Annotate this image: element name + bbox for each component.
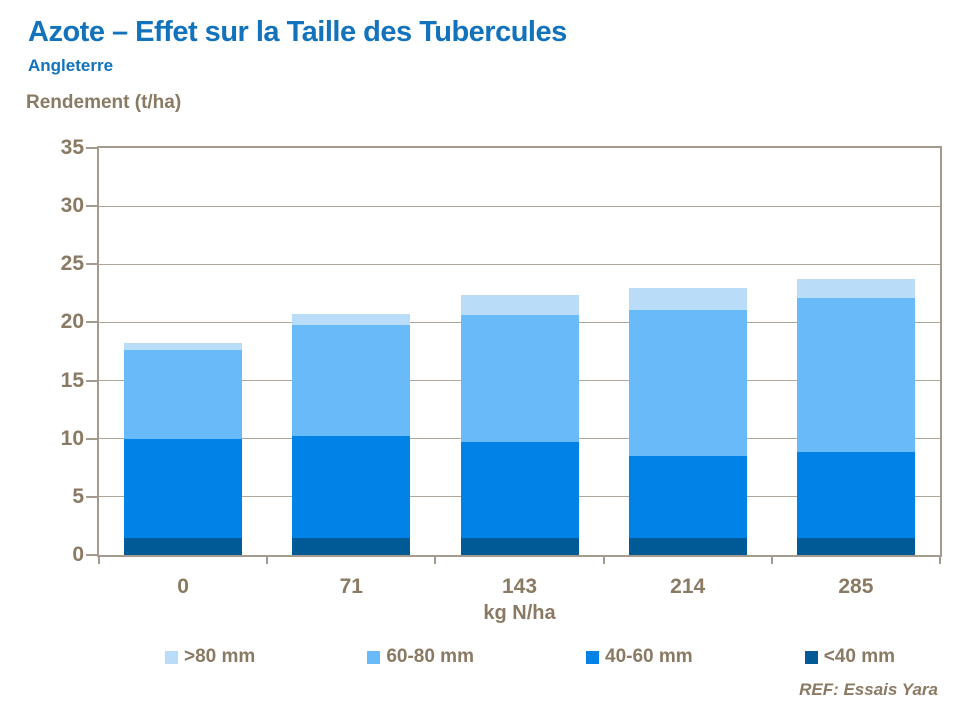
legend: >80 mm 60-80 mm 40-60 mm <40 mm: [165, 646, 895, 668]
y-tick-label: 25: [60, 252, 84, 276]
bar-0: [124, 343, 243, 555]
x-axis-tick: [434, 557, 437, 564]
legend-item: >80 mm: [165, 646, 255, 668]
y-tick-label: 30: [60, 194, 84, 218]
legend-label: 60-80 mm: [386, 646, 474, 667]
page-title: Azote – Effet sur la Taille des Tubercul…: [28, 16, 567, 48]
y-axis-tick: [86, 379, 97, 382]
bar-segment-60-80-mm: [292, 324, 411, 437]
bar-segment-40-60-mm: [460, 442, 579, 538]
legend-label: >80 mm: [184, 646, 256, 667]
x-axis-tick: [602, 557, 605, 564]
y-tick-label: 20: [60, 310, 84, 334]
bar-segment--40-mm: [460, 537, 579, 555]
legend-swatch: [367, 650, 381, 664]
bar-segment--80-mm: [124, 343, 243, 351]
gridline: [99, 263, 940, 265]
x-tick-label: 0: [177, 575, 189, 598]
x-axis-tick: [939, 557, 941, 564]
bar-segment-40-60-mm: [292, 436, 411, 538]
bar-143: [460, 294, 579, 555]
legend-swatch: [165, 650, 178, 664]
y-axis-tick: [86, 437, 97, 440]
legend-label: 40-60 mm: [605, 646, 693, 667]
y-axis-tick: [86, 147, 97, 149]
y-tick-label: 15: [60, 368, 84, 392]
x-axis-tick: [98, 557, 100, 564]
y-axis-tick: [86, 554, 97, 556]
plot-area: [97, 146, 942, 557]
x-tick-label: 143: [501, 575, 538, 598]
legend-item: <40 mm: [804, 646, 895, 668]
x-tick-label: 71: [339, 575, 363, 598]
bar-segment--40-mm: [628, 537, 747, 555]
bar-segment-60-80-mm: [460, 315, 579, 443]
bar-segment--80-mm: [796, 279, 915, 299]
bar-214: [628, 287, 747, 555]
y-axis-tick: [86, 495, 97, 498]
bar-segment-40-60-mm: [628, 456, 747, 538]
x-tick-label: 285: [838, 575, 874, 598]
bar-285: [796, 279, 915, 555]
bar-segment--40-mm: [124, 537, 243, 555]
bar-segment-40-60-mm: [124, 438, 243, 538]
page-subtitle: Angleterre: [28, 56, 114, 75]
legend-item: 60-80 mm: [367, 646, 474, 668]
y-tick-label: 5: [72, 484, 84, 508]
y-tick-label: 35: [60, 136, 84, 159]
bar-segment--40-mm: [292, 537, 411, 555]
bar-segment-60-80-mm: [124, 350, 243, 439]
y-axis-title: Rendement (t/ha): [26, 92, 182, 113]
x-tick-label: 214: [670, 575, 706, 598]
legend-swatch: [586, 650, 599, 664]
bar-segment--80-mm: [628, 287, 747, 310]
legend-swatch: [804, 650, 818, 664]
bar-segment-40-60-mm: [796, 451, 915, 538]
bar-segment--40-mm: [796, 537, 915, 555]
bar-71: [292, 314, 411, 555]
y-tick-label: 10: [60, 426, 84, 450]
bar-segment--80-mm: [292, 314, 411, 325]
gridline: [99, 205, 940, 207]
y-axis-tick: [86, 263, 97, 266]
y-axis-tick: [86, 321, 97, 324]
legend-item: 40-60 mm: [586, 646, 693, 668]
bar-segment--80-mm: [460, 294, 579, 316]
y-tick-label: 0: [72, 543, 84, 566]
reference-note: REF: Essais Yara: [799, 680, 938, 699]
legend-label: <40 mm: [823, 646, 895, 667]
x-axis-tick: [770, 557, 773, 564]
bar-segment-60-80-mm: [796, 298, 915, 452]
x-axis-tick: [266, 557, 269, 564]
y-axis-tick: [86, 205, 97, 208]
bar-segment-60-80-mm: [628, 309, 747, 457]
x-axis-title: kg N/ha: [483, 602, 556, 624]
